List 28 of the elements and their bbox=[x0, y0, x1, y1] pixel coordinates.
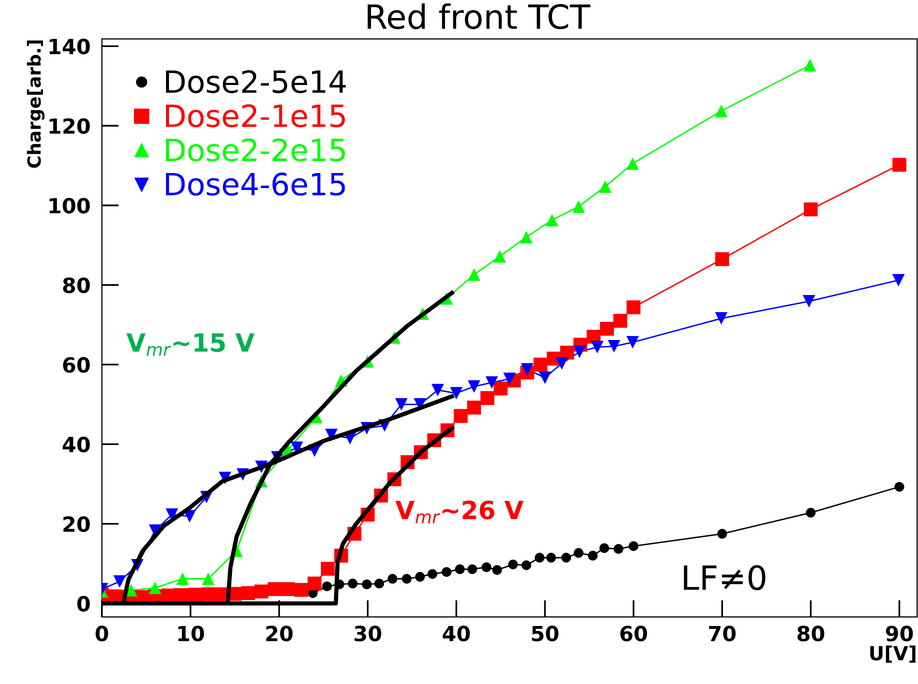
legend-label: Dose2-1e15 bbox=[166, 104, 345, 128]
x-tick-label: 40 bbox=[442, 626, 470, 642]
x-tick-label: 60 bbox=[620, 626, 648, 642]
annotation: V$_{mr}$~26 V bbox=[395, 500, 524, 524]
x-tick-label: 90 bbox=[886, 626, 913, 642]
y-tick-label: 20 bbox=[63, 516, 90, 532]
y-tick-label: 100 bbox=[50, 198, 90, 214]
x-axis-title: U[V] bbox=[870, 645, 916, 663]
x-tick-label: 70 bbox=[709, 626, 736, 642]
x-tick-label: 30 bbox=[354, 626, 382, 642]
x-tick-label: 80 bbox=[798, 626, 824, 642]
chart-title: Red front TCT bbox=[368, 3, 590, 30]
y-tick-label: 60 bbox=[63, 357, 90, 373]
x-tick-label: 50 bbox=[532, 626, 558, 642]
y-axis-title: Charge[arb.] bbox=[26, 40, 45, 168]
legend-label: Dose2-5e14 bbox=[166, 70, 346, 94]
legend-label: Dose2-2e15 bbox=[166, 138, 345, 162]
y-tick-label: 140 bbox=[50, 38, 90, 54]
y-tick-label: 40 bbox=[62, 436, 90, 452]
annotation: LF≠0 bbox=[684, 565, 766, 590]
x-tick-label: 10 bbox=[178, 626, 204, 642]
annotation: V$_{mr}$~15 V bbox=[126, 333, 255, 356]
y-tick-label: 0 bbox=[77, 596, 90, 612]
x-tick-label: 20 bbox=[266, 626, 293, 642]
x-tick-label: 0 bbox=[96, 626, 108, 642]
legend-label: Dose4-6e15 bbox=[166, 172, 345, 196]
y-tick-label: 120 bbox=[50, 118, 90, 134]
y-tick-label: 80 bbox=[63, 277, 90, 294]
